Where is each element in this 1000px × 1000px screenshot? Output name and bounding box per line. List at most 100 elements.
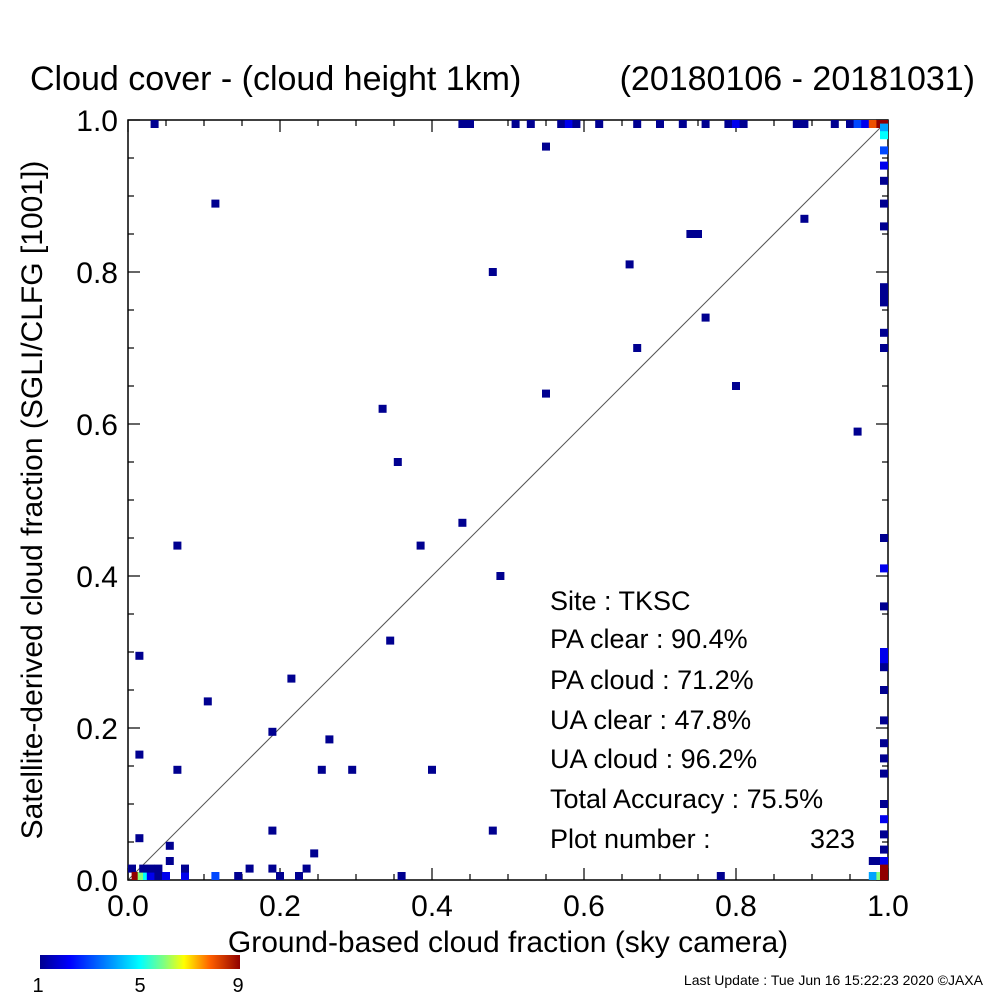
data-point [880, 857, 888, 865]
last-update-footer: Last Update : Tue Jun 16 15:22:23 2020 ©… [684, 972, 984, 988]
data-point [393, 458, 402, 466]
data-point [716, 872, 725, 880]
data-point [800, 120, 809, 128]
data-point [458, 120, 467, 128]
data-point [880, 283, 888, 292]
data-point [211, 872, 220, 880]
data-point [139, 864, 148, 873]
data-point [564, 120, 573, 128]
data-point [701, 120, 710, 128]
data-point [732, 382, 740, 390]
data-point [739, 120, 748, 128]
data-point [701, 313, 710, 322]
data-point [853, 120, 862, 128]
colorbar [40, 955, 240, 969]
data-point [181, 872, 189, 880]
y-tick-label: 0.2 [76, 713, 118, 746]
data-point [458, 518, 467, 527]
data-point [846, 120, 854, 128]
data-point [542, 389, 550, 398]
data-point [853, 427, 862, 436]
data-point [880, 872, 888, 880]
data-point [488, 826, 497, 835]
data-point [880, 864, 888, 873]
data-point [378, 404, 387, 413]
data-point [310, 849, 319, 858]
data-point [348, 765, 357, 774]
data-point [287, 674, 296, 683]
colorbar-mid-label: 5 [134, 975, 145, 997]
data-point [428, 765, 436, 774]
data-point [234, 872, 243, 880]
x-tick-label: 1.0 [867, 890, 909, 923]
data-point [268, 826, 277, 835]
data-point [557, 120, 566, 128]
data-point [686, 230, 695, 238]
chart-period: (20180106 - 20181031) [620, 60, 975, 98]
x-tick-labels: 0.0 0.2 0.4 0.6 0.8 1.0 [107, 890, 909, 923]
statistics-panel: Site : TKSC PA clear : 90.4% PA cloud : … [550, 586, 855, 854]
data-point [880, 222, 888, 231]
data-point [268, 727, 277, 736]
data-point [203, 697, 212, 706]
x-tick-label: 0.6 [563, 890, 605, 923]
data-point [135, 834, 144, 843]
data-point [880, 123, 888, 132]
data-point [146, 872, 155, 880]
stat-total-accuracy: Total Accuracy : 75.5% [550, 784, 823, 814]
data-point [154, 864, 163, 873]
data-point [880, 686, 888, 694]
data-point [633, 120, 642, 128]
stat-ua-cloud: UA cloud : 96.2% [550, 744, 757, 774]
data-point [868, 120, 877, 128]
one-to-one-line [127, 119, 889, 881]
data-point [724, 120, 733, 128]
colorbar-min-label: 1 [32, 975, 43, 997]
data-point [211, 199, 220, 208]
y-axis-label: Satellite-derived cloud fraction (SGLI/C… [16, 161, 49, 840]
chart-title: Cloud cover - (cloud height 1km) [30, 60, 521, 98]
data-point [165, 857, 174, 865]
data-point [150, 120, 159, 128]
data-point [880, 739, 888, 748]
data-point [165, 841, 174, 850]
x-tick-label: 0.0 [107, 890, 149, 923]
data-point [595, 120, 604, 128]
data-point [880, 131, 888, 140]
data-point [880, 769, 888, 778]
stat-site: Site : TKSC [550, 586, 691, 616]
data-point [861, 120, 870, 128]
data-point [880, 754, 888, 763]
data-point [173, 541, 182, 550]
data-point [880, 602, 888, 611]
data-point [325, 735, 334, 744]
data-point [880, 800, 888, 808]
data-point [880, 176, 888, 185]
data-point [526, 120, 535, 128]
data-point [386, 636, 395, 645]
stat-plot-number-label: Plot number : [550, 824, 711, 854]
data-point [678, 120, 687, 128]
y-tick-label: 0.0 [76, 865, 118, 898]
data-point [268, 864, 277, 873]
data-point [135, 651, 144, 660]
data-point [137, 872, 146, 880]
data-point [416, 541, 425, 550]
data-point [732, 120, 740, 128]
y-tick-label: 1.0 [76, 105, 118, 138]
data-point [466, 120, 474, 128]
stat-pa-clear: PA clear : 90.4% [550, 624, 748, 654]
data-point [880, 648, 888, 656]
data-point [496, 572, 505, 580]
data-point [830, 120, 839, 128]
data-point [302, 864, 311, 873]
data-point [488, 268, 497, 276]
data-point [135, 750, 144, 759]
data-point [880, 830, 888, 839]
data-point [128, 864, 136, 873]
data-point [572, 120, 581, 128]
y-tick-label: 0.6 [76, 409, 118, 442]
data-point [173, 765, 182, 774]
x-tick-label: 0.2 [259, 890, 301, 923]
